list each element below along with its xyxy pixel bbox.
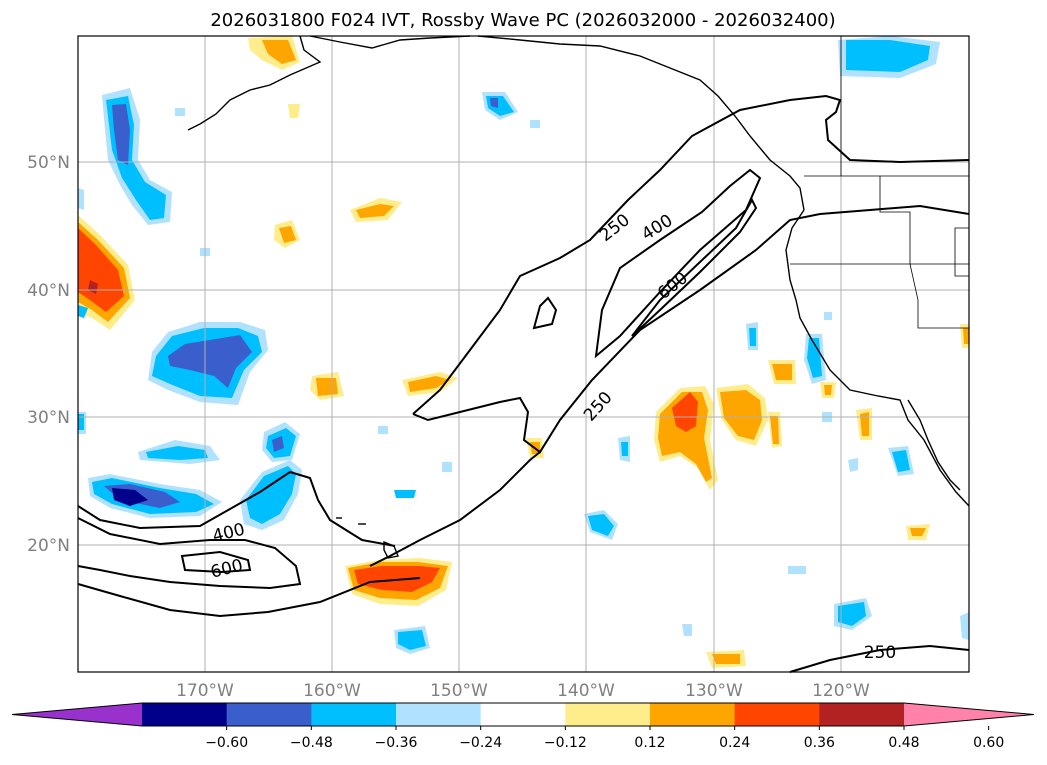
lon-label-150w: 150°W: [430, 681, 488, 701]
anomaly-region-orange-b: [356, 204, 394, 218]
coastlines: [187, 35, 970, 559]
colorbar-tick-label: 0.48: [888, 735, 919, 751]
colorbar-tick-label: −0.36: [375, 735, 418, 751]
contour-west-400: [77, 517, 302, 590]
figure-title: 2026031800 F024 IVT, Rossby Wave PC (202…: [210, 10, 835, 31]
colorbar-segment: [396, 703, 482, 726]
colorbar-tick-label: −0.24: [459, 735, 502, 751]
lat-label-20n: 20°N: [27, 536, 70, 556]
contour-250-north: [412, 94, 970, 415]
contour-west-600: [180, 550, 252, 574]
colorbar-segment: [226, 703, 312, 726]
lon-label-130w: 130°W: [685, 681, 743, 701]
anomaly-region-nw-blue: [102, 88, 172, 225]
anomaly-region-blue-150w-center: [490, 98, 498, 108]
anomaly-region-hawaii-red: [345, 558, 452, 606]
anomaly-region-east-blue: [78, 36, 969, 640]
map-frame: [77, 35, 970, 673]
lon-label-160w: 160°W: [303, 681, 361, 701]
lat-label-50n: 50°N: [27, 153, 70, 173]
colorbar-segment: [311, 703, 397, 726]
coastline-baja-gulf: [907, 399, 961, 491]
anomaly-region-small-blue-a-center: [272, 436, 284, 452]
coastline-us-west: [785, 209, 970, 507]
lon-label-140w: 140°W: [557, 681, 615, 701]
colorbar: −0.60 −0.48 −0.36 −0.24 −0.12 0.12 0.24 0.36 0.4…: [11, 702, 1035, 751]
anomaly-region-top-orange: [262, 40, 296, 64]
colorbar-extend-max: [904, 703, 1034, 726]
anomaly-region-orange-c: [279, 226, 296, 243]
border-nevada: [909, 263, 969, 329]
map-content: 250 400 600 250 400 600 250: [77, 35, 970, 673]
anomaly-region-orange-d: [316, 378, 338, 396]
colorbar-segment: [142, 703, 228, 726]
lon-label-120w: 120°W: [812, 681, 870, 701]
coastline-alaska-peninsula: [187, 35, 322, 131]
contour-southeast-250: [789, 644, 970, 673]
lat-label-30n: 30°N: [27, 408, 70, 428]
coastline-alaska-south: [309, 35, 471, 49]
colorbar-segment: [565, 703, 651, 726]
ivt-contours: [77, 94, 970, 673]
anomaly-region-130w-orange: [526, 324, 969, 668]
coastline-gulf-alaska: [477, 35, 805, 211]
contour-west-250: [77, 470, 396, 547]
colorbar-segments: [11, 702, 1035, 727]
contour-250-tail: [369, 451, 541, 567]
anomaly-region-orange-e: [408, 376, 450, 392]
anomaly-region-central-blue: [148, 322, 268, 405]
latitude-labels: 50°N 40°N 30°N 20°N: [27, 153, 70, 556]
colorbar-tick-label: −0.60: [205, 735, 248, 751]
contour-250-south: [412, 204, 970, 454]
border-state-a: [879, 176, 969, 265]
contour-label-250-c: 250: [864, 643, 896, 663]
colorbar-tick-label: −0.12: [544, 735, 587, 751]
colorbar-segment: [734, 703, 820, 726]
colorbar-segment: [819, 703, 905, 726]
colorbar-outline: [11, 702, 1035, 727]
colorbar-segment: [480, 703, 566, 726]
anomaly-fills: [78, 36, 969, 668]
colorbar-extend-min: [12, 703, 142, 726]
colorbar-tick-label: 0.12: [634, 735, 665, 751]
colorbar-tick-label: 0.60: [973, 735, 1004, 751]
anomaly-region-sw-blue: [88, 474, 222, 518]
anomaly-region-tiny-yellow: [288, 104, 300, 118]
longitude-labels: 170°W 160°W 150°W 140°W 130°W 120°W: [176, 681, 870, 701]
anomaly-region-small-blue-b-core: [398, 630, 426, 650]
colorbar-tick-label: 0.24: [719, 735, 750, 751]
colorbar-ticks: −0.60 −0.48 −0.36 −0.24 −0.12 0.12 0.24 0.36 0.4…: [205, 726, 1004, 751]
lat-label-40n: 40°N: [27, 281, 70, 301]
anomaly-region-blue-strip-core: [146, 446, 208, 460]
lon-label-170w: 170°W: [176, 681, 234, 701]
anomaly-region-hawaii-blue-core: [246, 466, 296, 524]
contour-small-loop: [532, 296, 558, 330]
contour-400: [594, 168, 762, 359]
contour-600: [631, 197, 758, 337]
colorbar-tick-label: 0.36: [804, 735, 835, 751]
contour-west-outer: [77, 577, 421, 618]
colorbar-tick-label: −0.48: [290, 735, 333, 751]
colorbar-segment: [650, 703, 736, 726]
